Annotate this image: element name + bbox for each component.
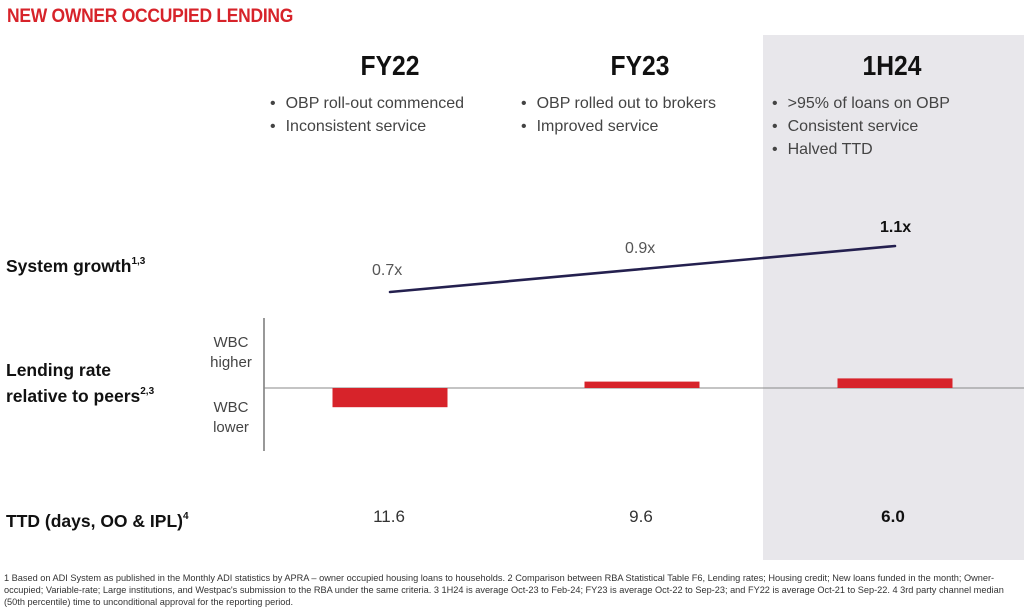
ttd-value-1h24: 6.0 bbox=[881, 507, 905, 526]
row-label-lending-rate: Lending rate relative to peers2,3 bbox=[6, 359, 154, 407]
row-label-text-line2: relative to peers bbox=[6, 386, 141, 406]
period-header-1h24: 1H24 bbox=[862, 50, 922, 81]
axis-label-line: higher bbox=[210, 354, 252, 371]
bullet-item: OBP roll-out commenced bbox=[270, 92, 464, 115]
row-label-text: TTD (days, OO & IPL) bbox=[6, 511, 183, 531]
growth-line-segment-2 bbox=[640, 244, 897, 271]
footnote: 1 Based on ADI System as published in th… bbox=[4, 573, 1004, 607]
period-bullets-fy22: OBP roll-out commenced Inconsistent serv… bbox=[270, 92, 464, 138]
growth-data-label-1h24: 1.1x bbox=[880, 219, 912, 236]
axis-label-lower: WBC lower bbox=[196, 398, 266, 438]
row-label-text: System growth bbox=[6, 256, 132, 276]
lending-rate-bar-fy23 bbox=[584, 381, 700, 388]
bullet-item: Inconsistent service bbox=[270, 115, 464, 138]
axis-label-line: WBC bbox=[213, 334, 249, 351]
bullet-item: >95% of loans on OBP bbox=[772, 92, 950, 115]
axis-label-line: lower bbox=[213, 419, 249, 436]
lending-rate-bar-1h24 bbox=[837, 378, 953, 388]
period-bullets-fy23: OBP rolled out to brokers Improved servi… bbox=[521, 92, 716, 138]
page-title: NEW OWNER OCCUPIED LENDING bbox=[7, 6, 294, 27]
footnote-ref: 4 bbox=[182, 511, 189, 522]
bullet-item: OBP rolled out to brokers bbox=[521, 92, 716, 115]
growth-data-label-fy22: 0.7x bbox=[372, 262, 403, 279]
footnote-ref: 1,3 bbox=[131, 256, 146, 267]
row-label-system-growth: System growth1,3 bbox=[6, 251, 145, 277]
bullet-item: Improved service bbox=[521, 115, 716, 138]
ttd-value-fy22: 11.6 bbox=[373, 507, 405, 526]
axis-label-higher: WBC higher bbox=[196, 333, 266, 373]
period-header-fy23: FY23 bbox=[610, 50, 670, 81]
axis-label-line: WBC bbox=[213, 399, 249, 416]
period-header-fy22: FY22 bbox=[360, 50, 420, 81]
row-label-ttd: TTD (days, OO & IPL)4 bbox=[6, 506, 189, 532]
lending-rate-bar-fy22 bbox=[332, 388, 448, 408]
bullet-item: Consistent service bbox=[772, 115, 950, 138]
growth-data-label-fy23: 0.9x bbox=[625, 240, 656, 257]
footnote-ref: 2,3 bbox=[140, 386, 155, 397]
period-bullets-1h24: >95% of loans on OBP Consistent service … bbox=[772, 92, 950, 161]
row-label-text-line1: Lending rate bbox=[6, 360, 112, 380]
bullet-item: Halved TTD bbox=[772, 138, 950, 161]
growth-line-segment-1 bbox=[388, 267, 644, 294]
ttd-value-fy23: 9.6 bbox=[629, 507, 653, 526]
